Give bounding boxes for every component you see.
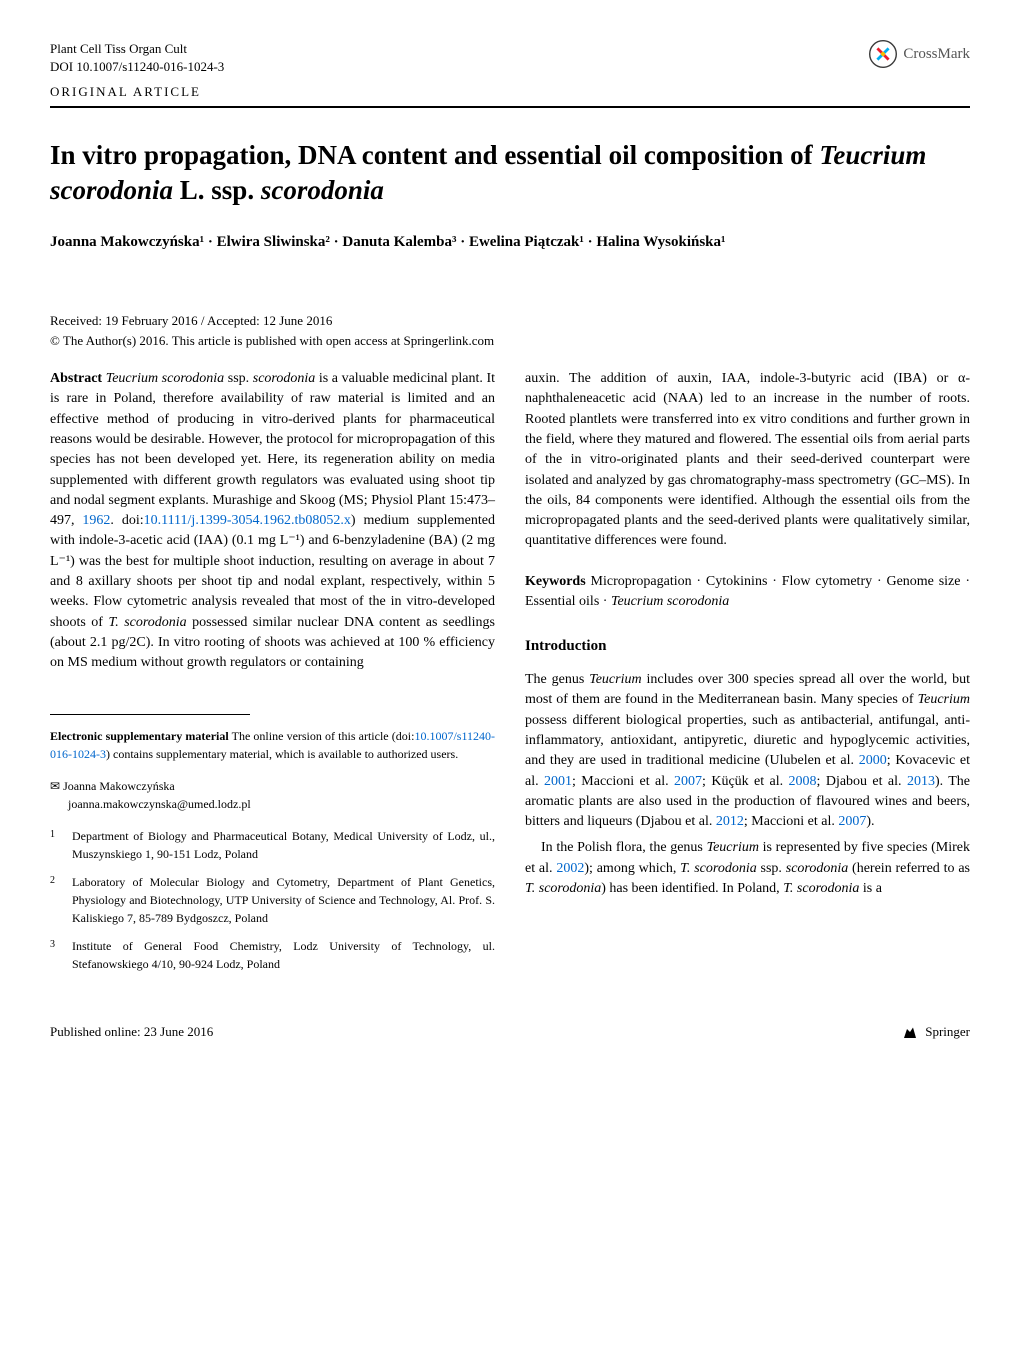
abstract-t2: ssp. xyxy=(224,371,253,386)
intro-p1g: ; Maccioni et al. xyxy=(572,774,674,789)
intro-l4[interactable]: 2008 xyxy=(789,774,817,789)
corresp-name: Joanna Makowczyńska xyxy=(63,779,175,793)
keywords-label: Keywords xyxy=(525,574,586,589)
title-mid: L. ssp. xyxy=(173,175,261,205)
abstract-t4: is a valuable medicinal plant. It is rar… xyxy=(50,371,495,528)
affiliation-1: 1 Department of Biology and Pharmaceutic… xyxy=(50,827,495,863)
intro-p2l: is a xyxy=(859,881,882,896)
affiliation-2: 2 Laboratory of Molecular Biology and Cy… xyxy=(50,873,495,927)
intro-l5[interactable]: 2013 xyxy=(907,774,935,789)
footer-row: Published online: 23 June 2016 Springer xyxy=(50,1023,970,1041)
affil-num-3: 3 xyxy=(50,937,62,973)
keywords-text: Micropropagation · Cytokinins · Flow cyt… xyxy=(525,574,970,609)
intro-p1d: Teucrium xyxy=(918,692,970,707)
title-species2: scorodonia xyxy=(261,175,384,205)
journal-name: Plant Cell Tiss Organ Cult xyxy=(50,40,224,58)
affil-text-1: Department of Biology and Pharmaceutical… xyxy=(72,827,495,863)
crossmark-badge[interactable]: CrossMark xyxy=(869,40,970,68)
intro-p2h: (herein referred to as xyxy=(848,861,970,876)
intro-heading: Introduction xyxy=(525,636,970,658)
abstract-species3: T. scorodonia xyxy=(108,615,186,630)
intro-p2i: T. scorodonia xyxy=(525,881,601,896)
doi: DOI 10.1007/s11240-016-1024-3 xyxy=(50,58,224,76)
intro-l1[interactable]: 2000 xyxy=(859,753,887,768)
affiliation-3: 3 Institute of General Food Chemistry, L… xyxy=(50,937,495,973)
affil-num-1: 1 xyxy=(50,827,62,863)
intro-p2: In the Polish flora, the genus Teucrium … xyxy=(525,838,970,899)
intro-p2k: T. scorodonia xyxy=(783,881,859,896)
abstract-paragraph: Abstract Teucrium scorodonia ssp. scorod… xyxy=(50,369,495,673)
springer-horse-icon xyxy=(901,1023,919,1041)
intro-p2f: ssp. xyxy=(757,861,786,876)
authors: Joanna Makowczyńska¹ · Elwira Sliwinska²… xyxy=(50,231,970,254)
intro-p2b: Teucrium xyxy=(707,840,759,855)
affil-text-2: Laboratory of Molecular Biology and Cyto… xyxy=(72,873,495,927)
supp-t1: The online version of this article (doi: xyxy=(229,729,415,743)
intro-l8[interactable]: 2002 xyxy=(556,861,584,876)
affil-text-3: Institute of General Food Chemistry, Lod… xyxy=(72,937,495,973)
abstract-right: auxin. The addition of auxin, IAA, indol… xyxy=(525,369,970,552)
abstract-species1: Teucrium scorodonia xyxy=(106,371,224,386)
intro-p2a: In the Polish flora, the genus xyxy=(541,840,707,855)
intro-p2j: ) has been identified. In Poland, xyxy=(601,881,783,896)
copyright: © The Author(s) 2016. This article is pu… xyxy=(50,333,970,349)
right-column: auxin. The addition of auxin, IAA, indol… xyxy=(525,369,970,982)
corresp-email: joanna.makowczynska@umed.lodz.pl xyxy=(68,797,251,811)
two-column-body: Abstract Teucrium scorodonia ssp. scorod… xyxy=(50,369,970,982)
published-online: Published online: 23 June 2016 xyxy=(50,1024,213,1040)
abstract-link2[interactable]: 10.1111/j.1399-3054.1962.tb08052.x xyxy=(144,513,351,528)
type-underline xyxy=(50,106,970,108)
abstract-link1[interactable]: 1962 xyxy=(82,513,110,528)
intro-p1k: ; Maccioni et al. xyxy=(744,814,838,829)
intro-p1b: Teucrium xyxy=(589,672,641,687)
intro-l3[interactable]: 2007 xyxy=(674,774,702,789)
article-type: ORIGINAL ARTICLE xyxy=(50,84,970,102)
crossmark-icon xyxy=(869,40,897,68)
intro-p2g: scorodonia xyxy=(786,861,848,876)
intro-p1h: ; Küçük et al. xyxy=(702,774,789,789)
article-title: In vitro propagation, DNA content and es… xyxy=(50,138,970,208)
corresponding-author: ✉ Joanna Makowczyńska joanna.makowczynsk… xyxy=(50,777,495,813)
abstract-t6: ) medium supplemented with indole-3-acet… xyxy=(50,513,495,629)
intro-p1a: The genus xyxy=(525,672,589,687)
journal-info: Plant Cell Tiss Organ Cult DOI 10.1007/s… xyxy=(50,40,224,76)
left-bottom-block: Electronic supplementary material The on… xyxy=(50,714,495,973)
keywords: Keywords Micropropagation · Cytokinins ·… xyxy=(525,572,970,613)
supp-label: Electronic supplementary material xyxy=(50,729,229,743)
intro-p1: The genus Teucrium includes over 300 spe… xyxy=(525,670,970,832)
intro-p1l: ). xyxy=(866,814,874,829)
supplementary-material: Electronic supplementary material The on… xyxy=(50,727,495,763)
intro-l6[interactable]: 2012 xyxy=(716,814,744,829)
left-column: Abstract Teucrium scorodonia ssp. scorod… xyxy=(50,369,495,982)
title-prefix: In vitro propagation, DNA content and es… xyxy=(50,140,819,170)
crossmark-label: CrossMark xyxy=(903,46,970,63)
supp-t2: ) contains supplementary material, which… xyxy=(106,747,458,761)
intro-p1i: ; Djabou et al. xyxy=(817,774,907,789)
abstract-label: Abstract xyxy=(50,371,102,386)
keywords-italic: Teucrium scorodonia xyxy=(611,594,729,609)
dates: Received: 19 February 2016 / Accepted: 1… xyxy=(50,313,970,329)
abstract-t5: . doi: xyxy=(110,513,143,528)
envelope-icon: ✉ xyxy=(50,779,63,793)
intro-p2e: T. scorodonia xyxy=(680,861,757,876)
intro-l7[interactable]: 2007 xyxy=(838,814,866,829)
abstract-species2: scorodonia xyxy=(253,371,315,386)
divider xyxy=(50,714,250,715)
intro-p2d: ); among which, xyxy=(584,861,680,876)
springer-text: Springer xyxy=(925,1024,970,1040)
affil-num-2: 2 xyxy=(50,873,62,927)
intro-l2[interactable]: 2001 xyxy=(544,774,572,789)
header-row: Plant Cell Tiss Organ Cult DOI 10.1007/s… xyxy=(50,40,970,76)
springer-logo: Springer xyxy=(901,1023,970,1041)
